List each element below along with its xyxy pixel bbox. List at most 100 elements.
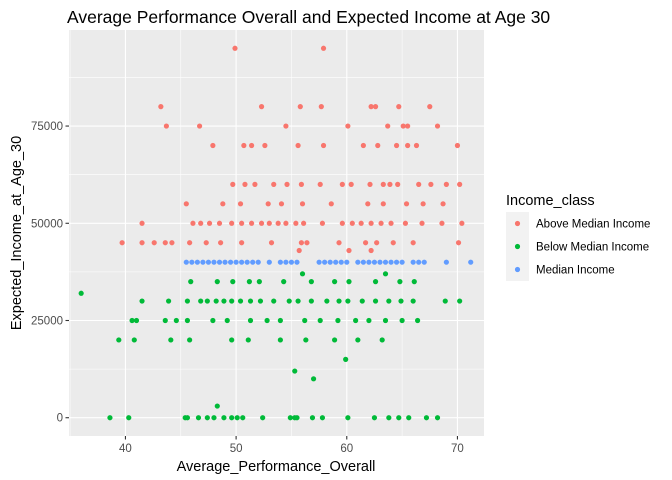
point-above-median-income (427, 104, 433, 110)
point-above-median-income (162, 240, 168, 246)
point-below-median-income (195, 415, 202, 421)
point-below-median-income (442, 298, 448, 304)
point-above-median-income (239, 220, 245, 226)
point-median-income (344, 259, 350, 265)
y-tick-label: 0 (57, 413, 63, 425)
point-above-median-income (187, 240, 193, 246)
point-above-median-income (297, 104, 303, 110)
point-median-income (327, 259, 333, 265)
point-above-median-income (299, 201, 306, 207)
point-above-median-income (443, 181, 449, 187)
point-above-median-income (293, 220, 299, 226)
point-above-median-income (190, 220, 196, 226)
point-above-median-income (216, 220, 223, 226)
point-above-median-income (402, 220, 409, 226)
point-median-income (266, 259, 272, 265)
point-below-median-income (237, 298, 244, 304)
point-below-median-income (366, 317, 372, 324)
point-above-median-income (206, 220, 213, 226)
point-above-median-income (336, 240, 342, 246)
point-below-median-income (299, 271, 306, 277)
point-median-income (468, 259, 474, 265)
point-below-median-income (184, 415, 191, 421)
point-above-median-income (298, 181, 304, 187)
point-median-income (360, 259, 366, 265)
point-above-median-income (362, 240, 369, 246)
point-below-median-income (292, 368, 298, 374)
legend-label-below-median-income: Below Median Income (536, 242, 649, 254)
point-above-median-income (275, 220, 281, 226)
point-above-median-income (455, 240, 462, 246)
point-below-median-income (166, 298, 172, 304)
point-above-median-income (372, 104, 379, 110)
point-above-median-income (378, 220, 384, 226)
point-below-median-income (332, 279, 338, 285)
point-below-median-income (319, 415, 326, 421)
point-above-median-income (396, 104, 402, 110)
point-above-median-income (169, 240, 175, 246)
point-below-median-income (343, 356, 349, 362)
point-below-median-income (234, 415, 240, 421)
point-below-median-income (240, 415, 246, 421)
point-below-median-income (214, 403, 220, 409)
point-above-median-income (262, 142, 268, 149)
point-above-median-income (230, 181, 236, 187)
point-median-income (322, 259, 328, 265)
point-above-median-income (393, 142, 400, 149)
point-median-income (371, 259, 378, 265)
point-above-median-income (428, 181, 434, 187)
point-below-median-income (187, 337, 193, 343)
point-median-income (382, 259, 389, 265)
point-median-income (244, 259, 250, 265)
point-above-median-income (266, 220, 272, 226)
point-median-income (233, 259, 239, 265)
point-median-income (277, 259, 283, 265)
point-below-median-income (410, 298, 416, 304)
point-above-median-income (345, 123, 351, 129)
point-above-median-income (388, 220, 394, 226)
point-above-median-income (419, 220, 425, 226)
point-above-median-income (390, 240, 396, 246)
point-below-median-income (434, 415, 441, 421)
x-tick-label: 60 (340, 443, 353, 455)
point-above-median-income (346, 247, 352, 254)
point-above-median-income (368, 247, 374, 254)
point-below-median-income (211, 415, 217, 421)
point-below-median-income (245, 337, 251, 343)
point-above-median-income (457, 181, 463, 187)
point-below-median-income (309, 415, 316, 421)
point-below-median-income (310, 376, 317, 382)
point-above-median-income (237, 201, 244, 207)
point-above-median-income (139, 240, 145, 246)
point-below-median-income (221, 298, 227, 304)
point-median-income (250, 259, 256, 265)
point-median-income (227, 259, 234, 265)
point-above-median-income (319, 220, 326, 226)
point-above-median-income (265, 201, 271, 207)
point-below-median-income (382, 271, 389, 277)
point-median-income (189, 259, 195, 265)
point-above-median-income (339, 220, 345, 226)
point-below-median-income (256, 279, 262, 285)
point-below-median-income (116, 337, 122, 343)
point-below-median-income (229, 337, 235, 343)
point-median-income (410, 259, 416, 265)
point-above-median-income (296, 247, 302, 254)
point-above-median-income (367, 181, 373, 187)
point-below-median-income (317, 317, 323, 324)
point-below-median-income (188, 279, 194, 285)
point-above-median-income (196, 123, 203, 129)
point-below-median-income (353, 317, 359, 324)
point-below-median-income (184, 298, 191, 304)
point-above-median-income (301, 220, 307, 226)
point-below-median-income (371, 415, 378, 421)
point-median-income (377, 259, 383, 265)
plot-panel (69, 30, 484, 436)
point-below-median-income (213, 298, 219, 304)
point-below-median-income (271, 298, 277, 304)
point-above-median-income (258, 104, 265, 110)
point-below-median-income (372, 279, 379, 285)
point-below-median-income (78, 290, 84, 296)
point-below-median-income (308, 298, 314, 304)
y-axis: 0 25000 50000 75000 (31, 121, 69, 425)
